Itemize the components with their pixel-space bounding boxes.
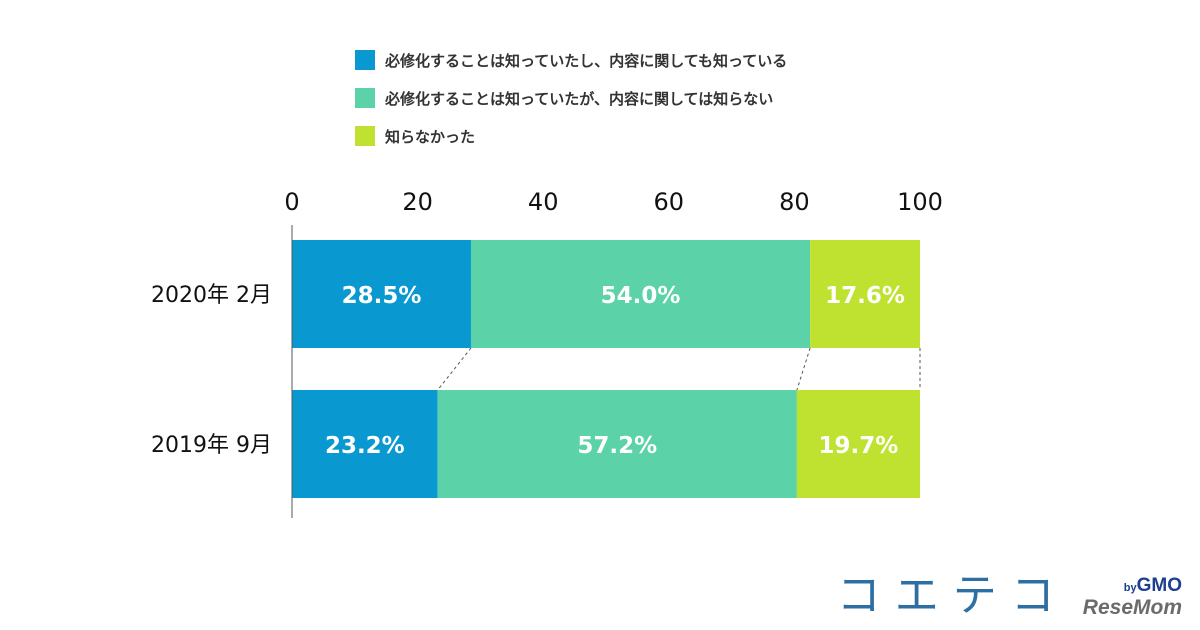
connector-line-1 xyxy=(437,347,472,391)
bar-segment-2-1 xyxy=(292,390,438,498)
category-label-2: 2019年 9月 xyxy=(151,433,272,458)
bar-segment-2-3 xyxy=(796,390,920,498)
brand-by: byGMO xyxy=(1124,576,1182,595)
legend-swatch-2 xyxy=(355,88,375,108)
brand-by-small: by xyxy=(1123,582,1137,594)
category-label-1: 2020年 2月 xyxy=(151,283,272,308)
x-tick-label-60: 60 xyxy=(654,188,685,216)
x-tick-label-20: 20 xyxy=(402,188,433,216)
data-label-2-1: 23.2% xyxy=(325,433,405,459)
x-tick-label-0: 0 xyxy=(284,188,299,216)
x-tick-label-100: 100 xyxy=(897,188,943,216)
brand-main-text: コエテコ xyxy=(836,570,1069,621)
bar-segment-1-1 xyxy=(292,240,471,348)
connector-lines xyxy=(437,347,921,391)
x-tick-label-40: 40 xyxy=(528,188,559,216)
data-label-1-3: 17.6% xyxy=(825,283,905,309)
brand-sub-text: ReseMom xyxy=(1082,596,1182,619)
brand-gmo: GMO xyxy=(1136,575,1182,596)
x-axis: 0 20 40 60 80 100 xyxy=(284,188,943,216)
legend: 必修化することは知っていたし、内容に関しても知っている必修化することは知っていた… xyxy=(355,50,787,146)
legend-label-3: 知らなかった xyxy=(385,128,475,146)
connector-line-2 xyxy=(796,347,811,391)
bar-segment-1-2 xyxy=(470,240,811,348)
legend-swatch-1 xyxy=(355,50,375,70)
bar-segment-1-3 xyxy=(810,240,920,348)
data-label-1-1: 28.5% xyxy=(342,283,422,309)
data-label-2-2: 57.2% xyxy=(577,433,657,459)
data-label-2-3: 19.7% xyxy=(819,433,899,459)
brand-side: byGMO ReseMom xyxy=(1083,576,1182,618)
legend-swatch-3 xyxy=(355,126,375,146)
brand-logo: コエテコ byGMO ReseMom xyxy=(836,570,1182,621)
bars: 28.5% 54.0% 17.6% 23.2% 57.2% 19.7% xyxy=(292,240,920,498)
category-labels: 2020年 2月 2019年 9月 xyxy=(151,283,272,458)
bar-segment-2-2 xyxy=(437,390,797,498)
legend-label-2: 必修化することは知っていたが、内容に関しては知らない xyxy=(384,90,773,108)
legend-label-1: 必修化することは知っていたし、内容に関しても知っている xyxy=(384,52,787,70)
x-tick-label-80: 80 xyxy=(779,188,810,216)
data-label-1-2: 54.0% xyxy=(601,283,681,309)
